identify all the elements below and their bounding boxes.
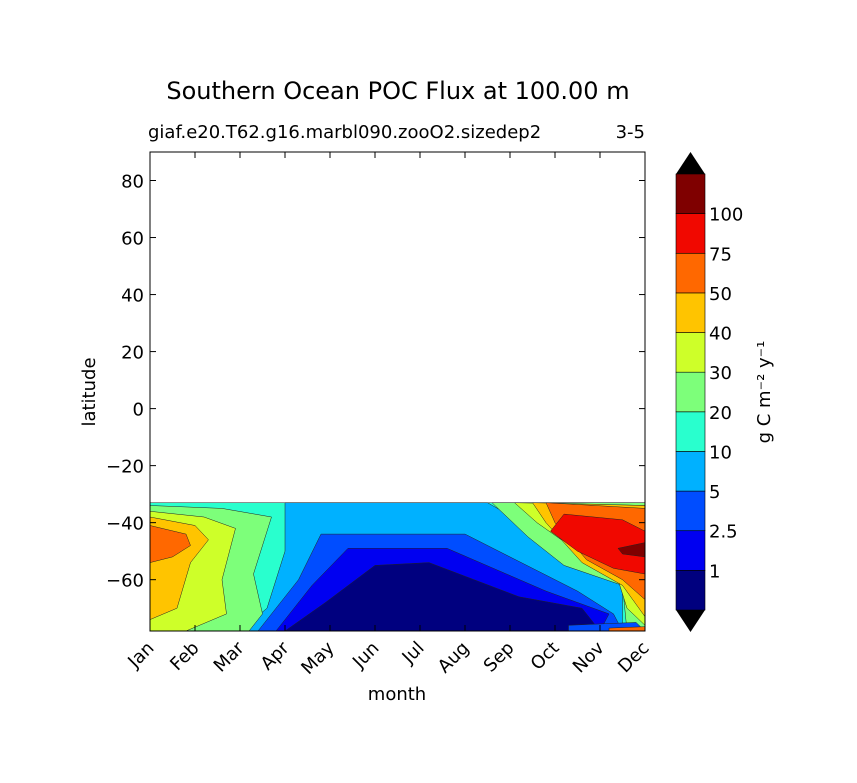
colorbar-swatch <box>675 530 706 571</box>
x-tick-label: Oct <box>527 638 564 675</box>
y-tick-label: 0 <box>133 400 144 421</box>
colorbar-level-label: 30 <box>709 363 732 384</box>
colorbar-level-label: 100 <box>709 205 743 226</box>
x-tick-label: Mar <box>210 637 249 676</box>
colorbar-level-label: 10 <box>709 442 732 463</box>
contour-region-low-flux-lt1 <box>284 562 601 631</box>
chart-subtitle-right: 3-5 <box>616 122 645 143</box>
colorbar-extend-min <box>676 610 705 632</box>
x-tick-label: Aug <box>434 638 474 678</box>
colorbar-level-label: 50 <box>709 284 732 305</box>
y-tick-label: 60 <box>121 229 144 250</box>
x-tick-label: Sep <box>480 638 519 677</box>
colorbar-level-label: 20 <box>709 403 732 424</box>
colorbar-swatch <box>675 292 706 333</box>
x-tick-label: Feb <box>166 638 203 675</box>
x-axis-label: month <box>368 684 426 705</box>
contour-region-east-100 <box>617 542 645 558</box>
colorbar-swatch <box>675 173 706 214</box>
x-tick-label: Jan <box>123 638 158 673</box>
x-tick-label: Dec <box>614 638 653 677</box>
x-tick-label: Jul <box>398 638 429 669</box>
colorbar-swatch <box>675 371 706 413</box>
x-tick-label: May <box>297 637 338 678</box>
y-tick-label: −60 <box>106 571 144 592</box>
colorbar-level-label: 2.5 <box>709 522 738 543</box>
y-axis-label: latitude <box>79 357 100 426</box>
x-tick-label: Apr <box>257 637 294 674</box>
contour-plot <box>150 502 645 631</box>
contour-region-south-edge-red <box>608 626 645 631</box>
colorbar-swatch <box>675 451 706 492</box>
chart-subtitle-left: giaf.e20.T62.g16.marbl090.zooO2.sizedep2 <box>148 122 541 143</box>
colorbar-swatch <box>675 332 706 373</box>
colorbar-swatch <box>675 570 706 611</box>
y-tick-label: 20 <box>121 343 144 364</box>
colorbar-extend-max <box>676 152 705 174</box>
colorbar-swatch <box>675 490 706 532</box>
x-tick-label: Nov <box>569 637 609 677</box>
colorbar: 1 2.5 5 10 20 30 40 50 75 100 <box>675 152 743 632</box>
contour-region-west-50 <box>150 525 191 563</box>
colorbar-swatch <box>675 411 706 452</box>
chart-title: Southern Ocean POC Flux at 100.00 m <box>166 77 629 105</box>
y-tick-label: −20 <box>106 457 144 478</box>
colorbar-level-label: 5 <box>709 482 720 503</box>
colorbar-level-label: 1 <box>709 561 720 582</box>
contour-region-east-75 <box>550 513 645 575</box>
y-tick-label: 40 <box>121 286 144 307</box>
colorbar-level-label: 75 <box>709 244 732 265</box>
plot-frame <box>149 151 646 632</box>
colorbar-swatch <box>675 252 706 294</box>
y-tick-label: −40 <box>106 514 144 535</box>
x-tick-label: Jun <box>348 638 383 673</box>
colorbar-swatch <box>675 213 706 254</box>
y-tick-label: 80 <box>121 172 144 193</box>
colorbar-label: g C m⁻² y⁻¹ <box>754 341 775 444</box>
colorbar-level-label: 40 <box>709 324 732 345</box>
